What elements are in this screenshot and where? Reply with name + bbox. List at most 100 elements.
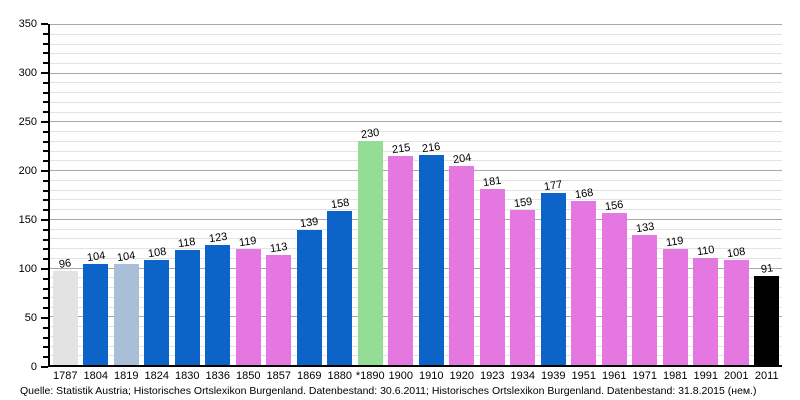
y-axis-tick <box>43 258 48 261</box>
bar <box>540 192 566 365</box>
y-axis-tick <box>43 189 48 192</box>
y-axis-label: 0 <box>30 361 37 373</box>
bar-value-label: 168 <box>573 187 594 202</box>
plot-area: 96 1787 104 1804 104 1819 108 1824 118 1830 123 183… <box>48 24 782 382</box>
gridline-major <box>50 121 782 123</box>
y-axis-tick <box>43 160 48 163</box>
y-axis-tick <box>41 121 48 123</box>
gridline-minor <box>50 326 782 328</box>
gridline-major <box>50 24 782 25</box>
x-axis-label: 1787 <box>53 370 78 382</box>
gridline-minor <box>50 160 782 162</box>
bar <box>357 140 383 365</box>
bar-value-label: 123 <box>207 230 228 246</box>
bar-value-label: 230 <box>360 126 381 142</box>
x-axis-label: 2011 <box>754 370 779 382</box>
bar <box>510 210 536 365</box>
y-axis-tick <box>41 23 48 25</box>
gridline-major <box>50 218 782 220</box>
bar-group-1910: 216 1910 <box>416 24 447 382</box>
y-axis-tick <box>43 356 48 359</box>
gridline-major <box>50 267 782 269</box>
bar-group-1981: 119 1981 <box>660 24 691 382</box>
gridline-minor <box>50 101 782 103</box>
gridline-minor <box>50 306 782 308</box>
y-axis-tick <box>43 32 48 35</box>
bar-group-1819: 104 1819 <box>111 24 142 382</box>
gridline-major <box>50 170 782 172</box>
x-axis-label: 1961 <box>602 370 627 382</box>
y-axis-tick <box>43 150 48 153</box>
gridline-major <box>50 72 782 74</box>
bar-group-1920: 204 1920 <box>447 24 478 382</box>
y-axis-tick <box>43 238 48 241</box>
y-axis-tick <box>43 228 48 231</box>
gridline-minor <box>50 248 782 250</box>
gridline-minor <box>50 189 782 191</box>
bar-group-1804: 104 1804 <box>81 24 112 382</box>
x-axis-label: 2001 <box>724 370 749 382</box>
x-axis-label: 1824 <box>144 370 169 382</box>
x-axis-label: 1923 <box>480 370 505 382</box>
x-axis-label: 1830 <box>175 370 200 382</box>
y-axis-tick <box>43 307 48 310</box>
bar <box>296 229 322 365</box>
bar-group-1900: 215 1900 <box>386 24 417 382</box>
y-axis-tick <box>43 91 48 94</box>
y-axis-tick <box>43 209 48 212</box>
x-axis-label: 1981 <box>663 370 688 382</box>
gridline-minor <box>50 257 782 259</box>
gridline-minor <box>50 82 782 84</box>
bar-value-label: 133 <box>634 221 655 236</box>
gridline-minor <box>50 345 782 347</box>
y-axis-label: 350 <box>18 18 37 30</box>
gridline-minor <box>50 150 782 152</box>
gridline-minor <box>50 199 782 201</box>
gridline-minor <box>50 111 782 113</box>
bar-value-label: 156 <box>604 198 625 214</box>
bar <box>723 259 749 365</box>
bar-value-label: 108 <box>726 245 747 261</box>
bar-value-label: 113 <box>269 240 289 256</box>
y-axis-tick <box>43 81 48 84</box>
bar-value-label: 91 <box>759 262 774 277</box>
x-axis-label: 1991 <box>693 370 718 382</box>
y-axis-tick <box>43 62 48 65</box>
bar-group-1939: 177 1939 <box>538 24 569 382</box>
bar-value-label: 139 <box>299 215 320 230</box>
y-axis-tick <box>41 366 48 368</box>
y-axis-label: 200 <box>18 165 37 177</box>
bar-value-label: 110 <box>696 243 716 259</box>
y-axis-tick <box>43 277 48 280</box>
y-axis-label: 150 <box>18 214 37 226</box>
bar-group-1830: 118 1830 <box>172 24 203 382</box>
y-axis-tick <box>43 346 48 349</box>
y-axis-tick <box>41 317 48 320</box>
bar-group-1824: 108 1824 <box>142 24 173 382</box>
x-axis-label: 1900 <box>388 370 413 382</box>
bar-group-2001: 108 2001 <box>721 24 752 382</box>
x-axis-label: 1850 <box>236 370 261 382</box>
x-axis-label: 1971 <box>632 370 657 382</box>
gridline-minor <box>50 238 782 240</box>
x-axis-label: 1910 <box>419 370 444 382</box>
x-axis-label: 1836 <box>205 370 230 382</box>
y-axis-label: 50 <box>24 312 37 324</box>
x-axis-label: 1804 <box>83 370 108 382</box>
source-caption: Quelle: Statistik Austria; Historisches … <box>20 385 757 397</box>
bar <box>632 235 658 365</box>
y-axis-tick <box>43 287 48 290</box>
bar <box>174 250 200 365</box>
x-axis-label: 1920 <box>449 370 474 382</box>
bar-group-1880: 158 1880 <box>325 24 356 382</box>
x-axis-label: 1819 <box>114 370 139 382</box>
y-axis-tick <box>41 219 48 221</box>
y-axis-tick <box>43 336 48 339</box>
y-axis-tick <box>43 101 48 104</box>
bar-value-label: 118 <box>177 235 197 251</box>
bar-group-1991: 110 1991 <box>691 24 722 382</box>
y-axis-label: 250 <box>18 116 37 128</box>
gridline-minor <box>50 179 782 181</box>
bar <box>601 213 627 365</box>
